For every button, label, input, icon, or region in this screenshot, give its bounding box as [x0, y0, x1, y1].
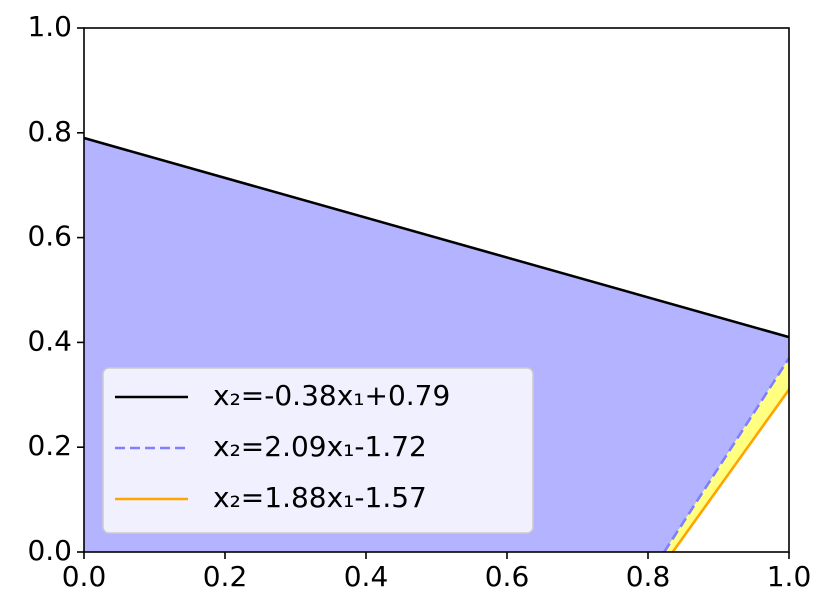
legend-box — [102, 367, 534, 534]
y-tick-label: 0.4 — [27, 324, 72, 357]
y-tick-label: 1.0 — [27, 10, 72, 43]
y-tick-label: 0.0 — [27, 534, 72, 567]
series-line — [663, 357, 791, 553]
series-line — [671, 388, 791, 553]
x-tick-label: 0.0 — [62, 560, 107, 593]
x-tick-label: 0.2 — [203, 560, 248, 593]
x-tick-label: 1.0 — [767, 560, 812, 593]
y-tick-label: 0.2 — [27, 429, 72, 462]
legend-label: x₂=1.88x₁-1.57 — [213, 481, 427, 514]
plot-frame — [83, 27, 790, 553]
series-line — [83, 136, 790, 339]
y-tick-label: 0.8 — [27, 115, 72, 148]
legend-label: x₂=2.09x₁-1.72 — [213, 430, 427, 463]
x-tick-label: 0.4 — [344, 560, 389, 593]
x-tick-label: 0.6 — [485, 560, 530, 593]
y-tick-label: 0.6 — [27, 220, 72, 253]
legend-label: x₂=-0.38x₁+0.79 — [213, 379, 450, 412]
x-tick-label: 0.8 — [626, 560, 671, 593]
